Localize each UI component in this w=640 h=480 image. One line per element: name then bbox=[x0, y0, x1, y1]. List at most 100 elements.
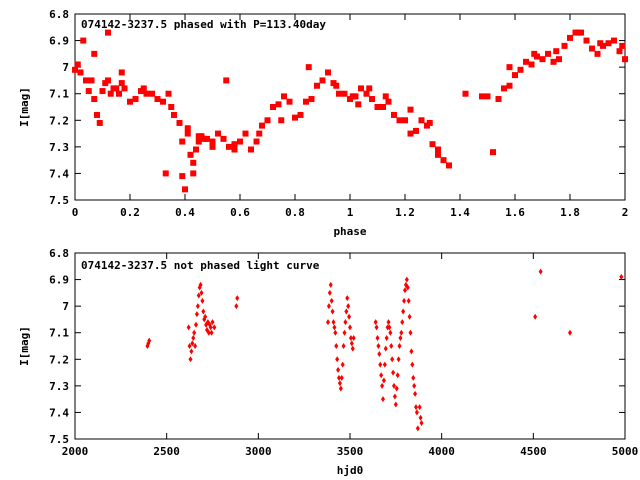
data-point bbox=[305, 64, 312, 71]
x-tick-label: 1.8 bbox=[560, 206, 580, 219]
data-point bbox=[325, 69, 331, 76]
data-point bbox=[264, 117, 271, 124]
data-point bbox=[407, 130, 414, 137]
unphased-light-curve-panel: 074142-3237.5 not phased light curve hjd… bbox=[18, 247, 638, 477]
data-point bbox=[619, 273, 624, 280]
x-tick-label: 0.6 bbox=[230, 206, 250, 219]
data-point bbox=[341, 343, 346, 349]
y-tick-label: 7.4 bbox=[49, 167, 69, 180]
data-point bbox=[390, 356, 395, 363]
data-point bbox=[179, 138, 186, 145]
data-point bbox=[171, 111, 177, 118]
data-point bbox=[242, 130, 249, 137]
data-point bbox=[330, 308, 335, 315]
data-point bbox=[355, 101, 362, 108]
data-point bbox=[248, 146, 254, 153]
data-point bbox=[403, 287, 407, 294]
data-point bbox=[462, 90, 469, 97]
data-point bbox=[91, 50, 98, 57]
data-point bbox=[363, 90, 370, 97]
data-point bbox=[192, 329, 197, 336]
data-point bbox=[201, 308, 206, 315]
data-point bbox=[490, 149, 496, 156]
data-point bbox=[235, 295, 240, 302]
data-point bbox=[410, 361, 415, 368]
data-point bbox=[414, 409, 419, 416]
data-point bbox=[411, 374, 416, 381]
data-point bbox=[337, 374, 341, 381]
x-tick-label: 2000 bbox=[62, 445, 89, 458]
data-point bbox=[187, 151, 194, 158]
data-point bbox=[435, 151, 441, 158]
data-point bbox=[105, 77, 111, 84]
data-point bbox=[303, 98, 309, 105]
data-point bbox=[329, 297, 334, 304]
data-point bbox=[517, 66, 524, 73]
data-point bbox=[77, 69, 84, 76]
data-point bbox=[378, 361, 383, 368]
data-point bbox=[231, 141, 238, 148]
data-point bbox=[418, 414, 423, 421]
y-tick-label: 6.8 bbox=[49, 247, 69, 260]
data-point bbox=[297, 111, 304, 118]
data-point bbox=[105, 29, 111, 36]
data-point bbox=[333, 82, 340, 89]
data-point bbox=[203, 313, 208, 320]
data-point bbox=[351, 335, 356, 342]
data-point bbox=[179, 173, 186, 180]
data-point bbox=[413, 390, 418, 397]
data-point bbox=[147, 337, 152, 344]
x-tick-label: 0.4 bbox=[175, 206, 195, 219]
plot-frame bbox=[74, 252, 626, 440]
data-point bbox=[334, 343, 339, 349]
data-point bbox=[209, 143, 216, 150]
data-point bbox=[74, 61, 81, 68]
data-point bbox=[336, 90, 342, 97]
data-point bbox=[377, 350, 382, 357]
x-tick-label: 3500 bbox=[337, 445, 364, 458]
x-tick-label: 4000 bbox=[428, 445, 455, 458]
data-point bbox=[91, 96, 98, 103]
data-point bbox=[415, 425, 420, 432]
data-point bbox=[333, 329, 338, 336]
data-point bbox=[215, 130, 221, 137]
y-tick-label: 7.5 bbox=[49, 433, 69, 446]
data-point bbox=[539, 56, 546, 63]
data-point bbox=[373, 319, 378, 326]
data-point bbox=[374, 104, 381, 110]
data-point bbox=[201, 135, 208, 142]
data-point bbox=[143, 90, 150, 97]
data-point bbox=[212, 324, 217, 331]
x-tick-label: 1 bbox=[347, 206, 354, 219]
data-point bbox=[479, 93, 485, 100]
data-points bbox=[72, 29, 628, 193]
data-point bbox=[140, 85, 147, 92]
data-point bbox=[132, 96, 139, 103]
data-point bbox=[107, 90, 114, 97]
data-point bbox=[407, 313, 412, 320]
data-point bbox=[208, 324, 213, 331]
data-point bbox=[234, 303, 239, 310]
data-point bbox=[165, 90, 172, 97]
x-tick-label: 4500 bbox=[520, 445, 547, 458]
data-point bbox=[384, 335, 389, 342]
data-point bbox=[366, 85, 373, 92]
data-point bbox=[374, 324, 379, 331]
data-point bbox=[419, 420, 424, 427]
data-point bbox=[184, 125, 191, 132]
data-point bbox=[190, 170, 197, 177]
data-point bbox=[96, 119, 103, 126]
data-point bbox=[594, 50, 601, 57]
data-point bbox=[528, 61, 535, 68]
data-point bbox=[381, 377, 386, 384]
data-point bbox=[292, 114, 298, 121]
data-point bbox=[501, 85, 507, 92]
data-point bbox=[348, 335, 353, 342]
data-point bbox=[275, 101, 282, 108]
data-point bbox=[399, 329, 404, 336]
data-point bbox=[597, 40, 604, 47]
data-point bbox=[349, 340, 354, 347]
data-point bbox=[398, 335, 403, 342]
data-point bbox=[567, 34, 573, 41]
y-tick-label: 6.9 bbox=[49, 35, 69, 48]
